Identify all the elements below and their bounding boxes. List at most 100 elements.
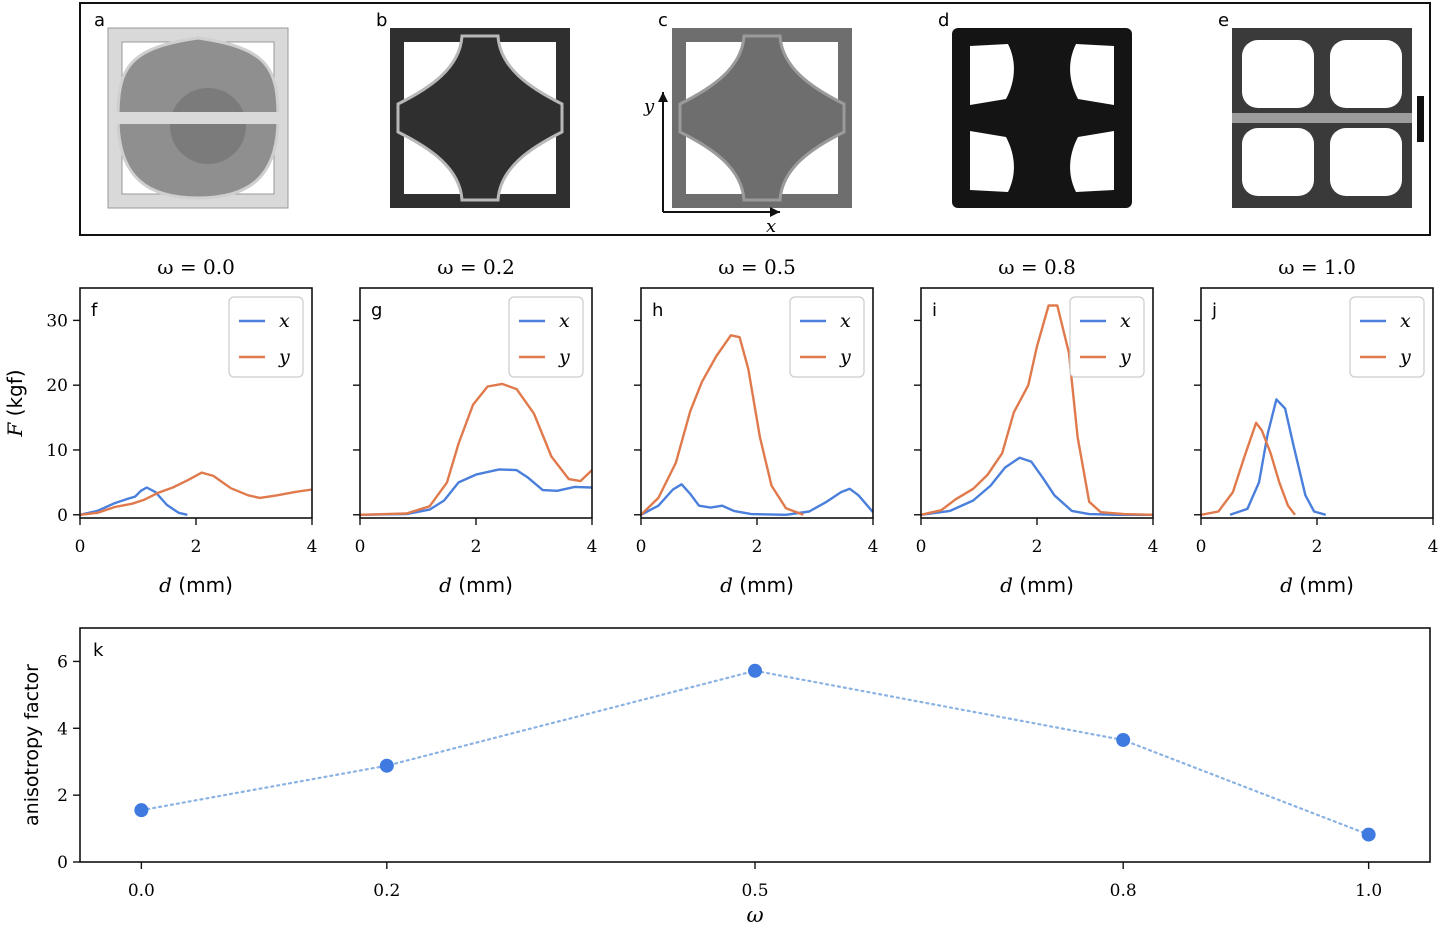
- y-axis-label: F (kgf): [3, 369, 27, 437]
- series-line-y: [1200, 421, 1296, 516]
- x-tick-label: 4: [868, 537, 879, 557]
- panel-g: ω = 0.2 0 2 4 g d (mm) xy: [353, 255, 597, 597]
- y-tick-label: 30: [46, 311, 68, 331]
- axis-arrowhead-x: [770, 207, 780, 217]
- photo-label-c: c: [658, 10, 668, 31]
- x-tick-label: 4: [587, 537, 598, 557]
- x-tick-label: 4: [307, 537, 318, 557]
- photo-hole: [1070, 44, 1114, 105]
- data-point: [1361, 827, 1376, 842]
- axis-label-x: x: [766, 216, 776, 237]
- legend: xy: [1069, 296, 1145, 378]
- axis-label-y: y: [643, 96, 655, 117]
- x-tick-label: 0: [355, 537, 366, 557]
- legend: xy: [508, 296, 584, 378]
- panel-letter: j: [1211, 300, 1217, 321]
- x-tick-label: 2: [1032, 537, 1043, 557]
- photo-d: d: [938, 10, 1132, 208]
- legend-label-y: y: [1399, 346, 1411, 368]
- photo-label-b: b: [376, 10, 387, 31]
- legend: xy: [228, 296, 304, 378]
- photo-hole: [1070, 131, 1114, 192]
- data-point: [1116, 732, 1131, 747]
- photo-b: b: [376, 10, 570, 208]
- panel-title: ω = 0.8: [998, 255, 1076, 279]
- series-line-x: [640, 483, 874, 516]
- panel-letter: h: [652, 300, 663, 321]
- photo-hole: [970, 131, 1014, 192]
- legend-label-y: y: [558, 346, 570, 368]
- x-tick-label: 0: [916, 537, 927, 557]
- x-tick-label: 0: [1196, 537, 1207, 557]
- photo-label-e: e: [1218, 10, 1229, 31]
- photo-a: a: [94, 10, 289, 209]
- legend-label-x: x: [279, 310, 290, 332]
- panel-title: ω = 0.2: [437, 255, 515, 279]
- x-tick-label: 2: [191, 537, 202, 557]
- panel-letter: k: [93, 640, 104, 661]
- series-line-x: [79, 486, 188, 516]
- panel-h: ω = 0.5 0 2 4 h d (mm) xy: [634, 255, 878, 597]
- x-axis-label: d (mm): [720, 573, 794, 597]
- photo-core: [396, 34, 564, 202]
- panel-title: ω = 0.5: [718, 255, 796, 279]
- series-line-y: [359, 382, 593, 516]
- scale-bar: [1417, 96, 1424, 142]
- x-axis-label: d (mm): [439, 573, 513, 597]
- y-tick-label: 0: [57, 853, 68, 873]
- y-tick-label: 20: [46, 376, 68, 396]
- x-tick-label: 0: [636, 537, 647, 557]
- legend: xy: [789, 296, 865, 378]
- photo-hole: [1330, 128, 1402, 196]
- series-line-x: [1229, 398, 1327, 516]
- panel-letter: f: [91, 300, 98, 321]
- panel-i: ω = 0.8 0 2 4 i d (mm) xy: [914, 255, 1158, 597]
- axis-arrowhead-y: [658, 92, 668, 102]
- data-point: [379, 758, 394, 773]
- series-line: [140, 669, 1370, 836]
- panel-letter: g: [371, 300, 382, 321]
- x-tick-label: 4: [1428, 537, 1439, 557]
- photo-c: c x y: [643, 10, 852, 237]
- x-tick-label: 2: [752, 537, 763, 557]
- legend: xy: [1349, 296, 1425, 378]
- x-axis-label: d (mm): [1280, 573, 1354, 597]
- legend-box: [508, 296, 584, 378]
- legend-label-x: x: [559, 310, 570, 332]
- panel-f: ω = 0.0 0 10 20 30 0 2 4 f d (mm) F (kgf) xy: [3, 255, 317, 597]
- photo-strut: [1232, 113, 1412, 123]
- photo-hole: [1242, 128, 1314, 196]
- photo-label-a: a: [94, 10, 105, 31]
- legend-label-x: x: [840, 310, 851, 332]
- x-axis-label: ω: [746, 903, 763, 927]
- series-line-y: [79, 471, 313, 516]
- legend-box: [789, 296, 865, 378]
- x-tick-label: 0: [75, 537, 86, 557]
- x-axis-label: d (mm): [159, 573, 233, 597]
- x-tick-label: 0.5: [741, 881, 768, 901]
- photo-core-shade: [170, 88, 246, 164]
- panel-title: ω = 0.0: [157, 255, 235, 279]
- legend-label-y: y: [278, 346, 290, 368]
- legend-label-x: x: [1400, 310, 1411, 332]
- series-line-y: [920, 304, 1154, 516]
- x-tick-label: 4: [1148, 537, 1159, 557]
- series-line-x: [359, 468, 593, 516]
- y-tick-label: 6: [57, 652, 68, 672]
- legend-label-y: y: [1119, 346, 1131, 368]
- panel-title: ω = 1.0: [1278, 255, 1356, 279]
- series-line-x: [920, 456, 1153, 516]
- data-point: [134, 803, 149, 818]
- data-point: [748, 663, 762, 678]
- x-tick-label: 0.8: [1110, 881, 1137, 901]
- photo-core: [678, 34, 846, 202]
- x-tick-label: 2: [471, 537, 482, 557]
- axes-frame: [79, 627, 1431, 863]
- x-tick-label: 2: [1312, 537, 1323, 557]
- photo-label-d: d: [938, 10, 949, 31]
- photo-strut: [114, 112, 282, 124]
- x-tick-label: 0.2: [373, 881, 400, 901]
- y-axis-label: anisotropy factor: [21, 664, 43, 826]
- photo-hole: [1330, 40, 1402, 108]
